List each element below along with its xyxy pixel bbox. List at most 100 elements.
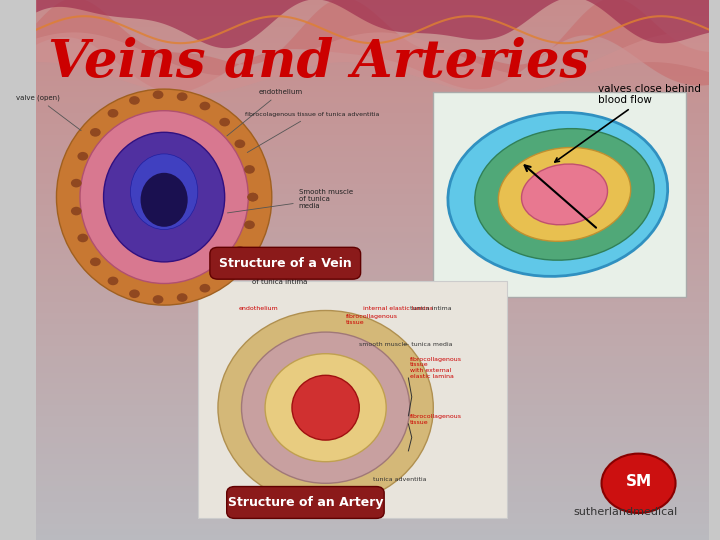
Bar [36, 5, 709, 11]
Bar [36, 146, 709, 151]
Bar [36, 59, 709, 65]
Bar [36, 486, 709, 491]
Bar [36, 400, 709, 405]
Text: fibrocollagenous
tissue: fibrocollagenous tissue [346, 314, 398, 325]
Text: Structure of a Vein: Structure of a Vein [219, 256, 351, 270]
FancyBboxPatch shape [210, 247, 361, 279]
Bar [36, 491, 709, 497]
Text: tunica intima: tunica intima [410, 307, 451, 312]
Bar [36, 254, 709, 259]
Ellipse shape [292, 375, 359, 440]
Bar [36, 22, 709, 27]
Bar [36, 464, 709, 470]
Bar [36, 524, 709, 529]
Bar [36, 502, 709, 508]
Circle shape [153, 90, 163, 99]
Circle shape [220, 268, 230, 276]
Bar [36, 194, 709, 200]
Bar [36, 373, 709, 378]
Ellipse shape [218, 310, 433, 505]
Circle shape [153, 295, 163, 304]
Bar [36, 437, 709, 443]
Circle shape [199, 102, 210, 110]
Circle shape [129, 289, 140, 298]
Text: SM: SM [626, 474, 652, 489]
Bar [36, 200, 709, 205]
Circle shape [248, 193, 258, 201]
Text: valve (open): valve (open) [16, 95, 81, 131]
Bar [36, 27, 709, 32]
Bar [36, 281, 709, 286]
Text: valves close behind
blood flow: valves close behind blood flow [555, 84, 701, 162]
Bar [36, 86, 709, 92]
Text: fibrocollagenous tissue
of tunica intima: fibrocollagenous tissue of tunica intima [214, 252, 333, 285]
Bar [36, 475, 709, 481]
Bar [36, 518, 709, 524]
Ellipse shape [521, 164, 608, 225]
Bar [36, 378, 709, 383]
Bar [36, 508, 709, 513]
Bar [36, 405, 709, 410]
Ellipse shape [80, 111, 248, 284]
Bar [36, 103, 709, 108]
Circle shape [220, 118, 230, 126]
FancyBboxPatch shape [227, 487, 384, 518]
Ellipse shape [448, 112, 667, 276]
Bar [36, 173, 709, 178]
Ellipse shape [498, 147, 631, 241]
Bar [36, 448, 709, 454]
Bar [36, 216, 709, 221]
Circle shape [235, 246, 246, 255]
Bar [36, 275, 709, 281]
Circle shape [129, 96, 140, 105]
Bar [36, 367, 709, 373]
Bar [36, 130, 709, 135]
Bar [36, 97, 709, 103]
Bar [36, 270, 709, 275]
Bar [36, 410, 709, 416]
Bar [36, 394, 709, 400]
Bar [36, 189, 709, 194]
Bar [36, 205, 709, 211]
Bar [36, 481, 709, 486]
Bar [36, 238, 709, 243]
Bar [36, 308, 709, 313]
Text: Smooth muscle
of tunica
media: Smooth muscle of tunica media [228, 189, 353, 213]
Bar [36, 454, 709, 459]
Bar [36, 11, 709, 16]
Bar [36, 32, 709, 38]
Bar [36, 470, 709, 475]
Text: — tunica media: — tunica media [403, 342, 452, 347]
Bar [36, 157, 709, 162]
FancyBboxPatch shape [198, 281, 508, 518]
Text: fibrocollagenous
tissue: fibrocollagenous tissue [410, 414, 462, 425]
Bar [36, 324, 709, 329]
Circle shape [78, 152, 88, 160]
Bar [36, 286, 709, 292]
Circle shape [90, 128, 101, 137]
Bar [36, 211, 709, 216]
Circle shape [71, 179, 81, 187]
Text: smooth muscle: smooth muscle [359, 342, 408, 347]
Circle shape [244, 220, 255, 229]
Circle shape [248, 193, 258, 201]
Circle shape [90, 258, 101, 266]
Circle shape [107, 109, 118, 118]
Bar [36, 497, 709, 502]
Text: endothelium: endothelium [238, 307, 278, 312]
Circle shape [107, 276, 118, 285]
Ellipse shape [104, 132, 225, 262]
Bar [36, 421, 709, 427]
Text: internal elastic lamina: internal elastic lamina [363, 307, 433, 312]
Bar [36, 529, 709, 535]
Bar [36, 443, 709, 448]
Bar [36, 302, 709, 308]
Bar [36, 432, 709, 437]
Bar [36, 76, 709, 81]
Bar [36, 113, 709, 119]
Ellipse shape [241, 332, 410, 483]
Bar [36, 65, 709, 70]
Bar [36, 232, 709, 238]
Bar [36, 535, 709, 540]
Ellipse shape [130, 154, 198, 230]
